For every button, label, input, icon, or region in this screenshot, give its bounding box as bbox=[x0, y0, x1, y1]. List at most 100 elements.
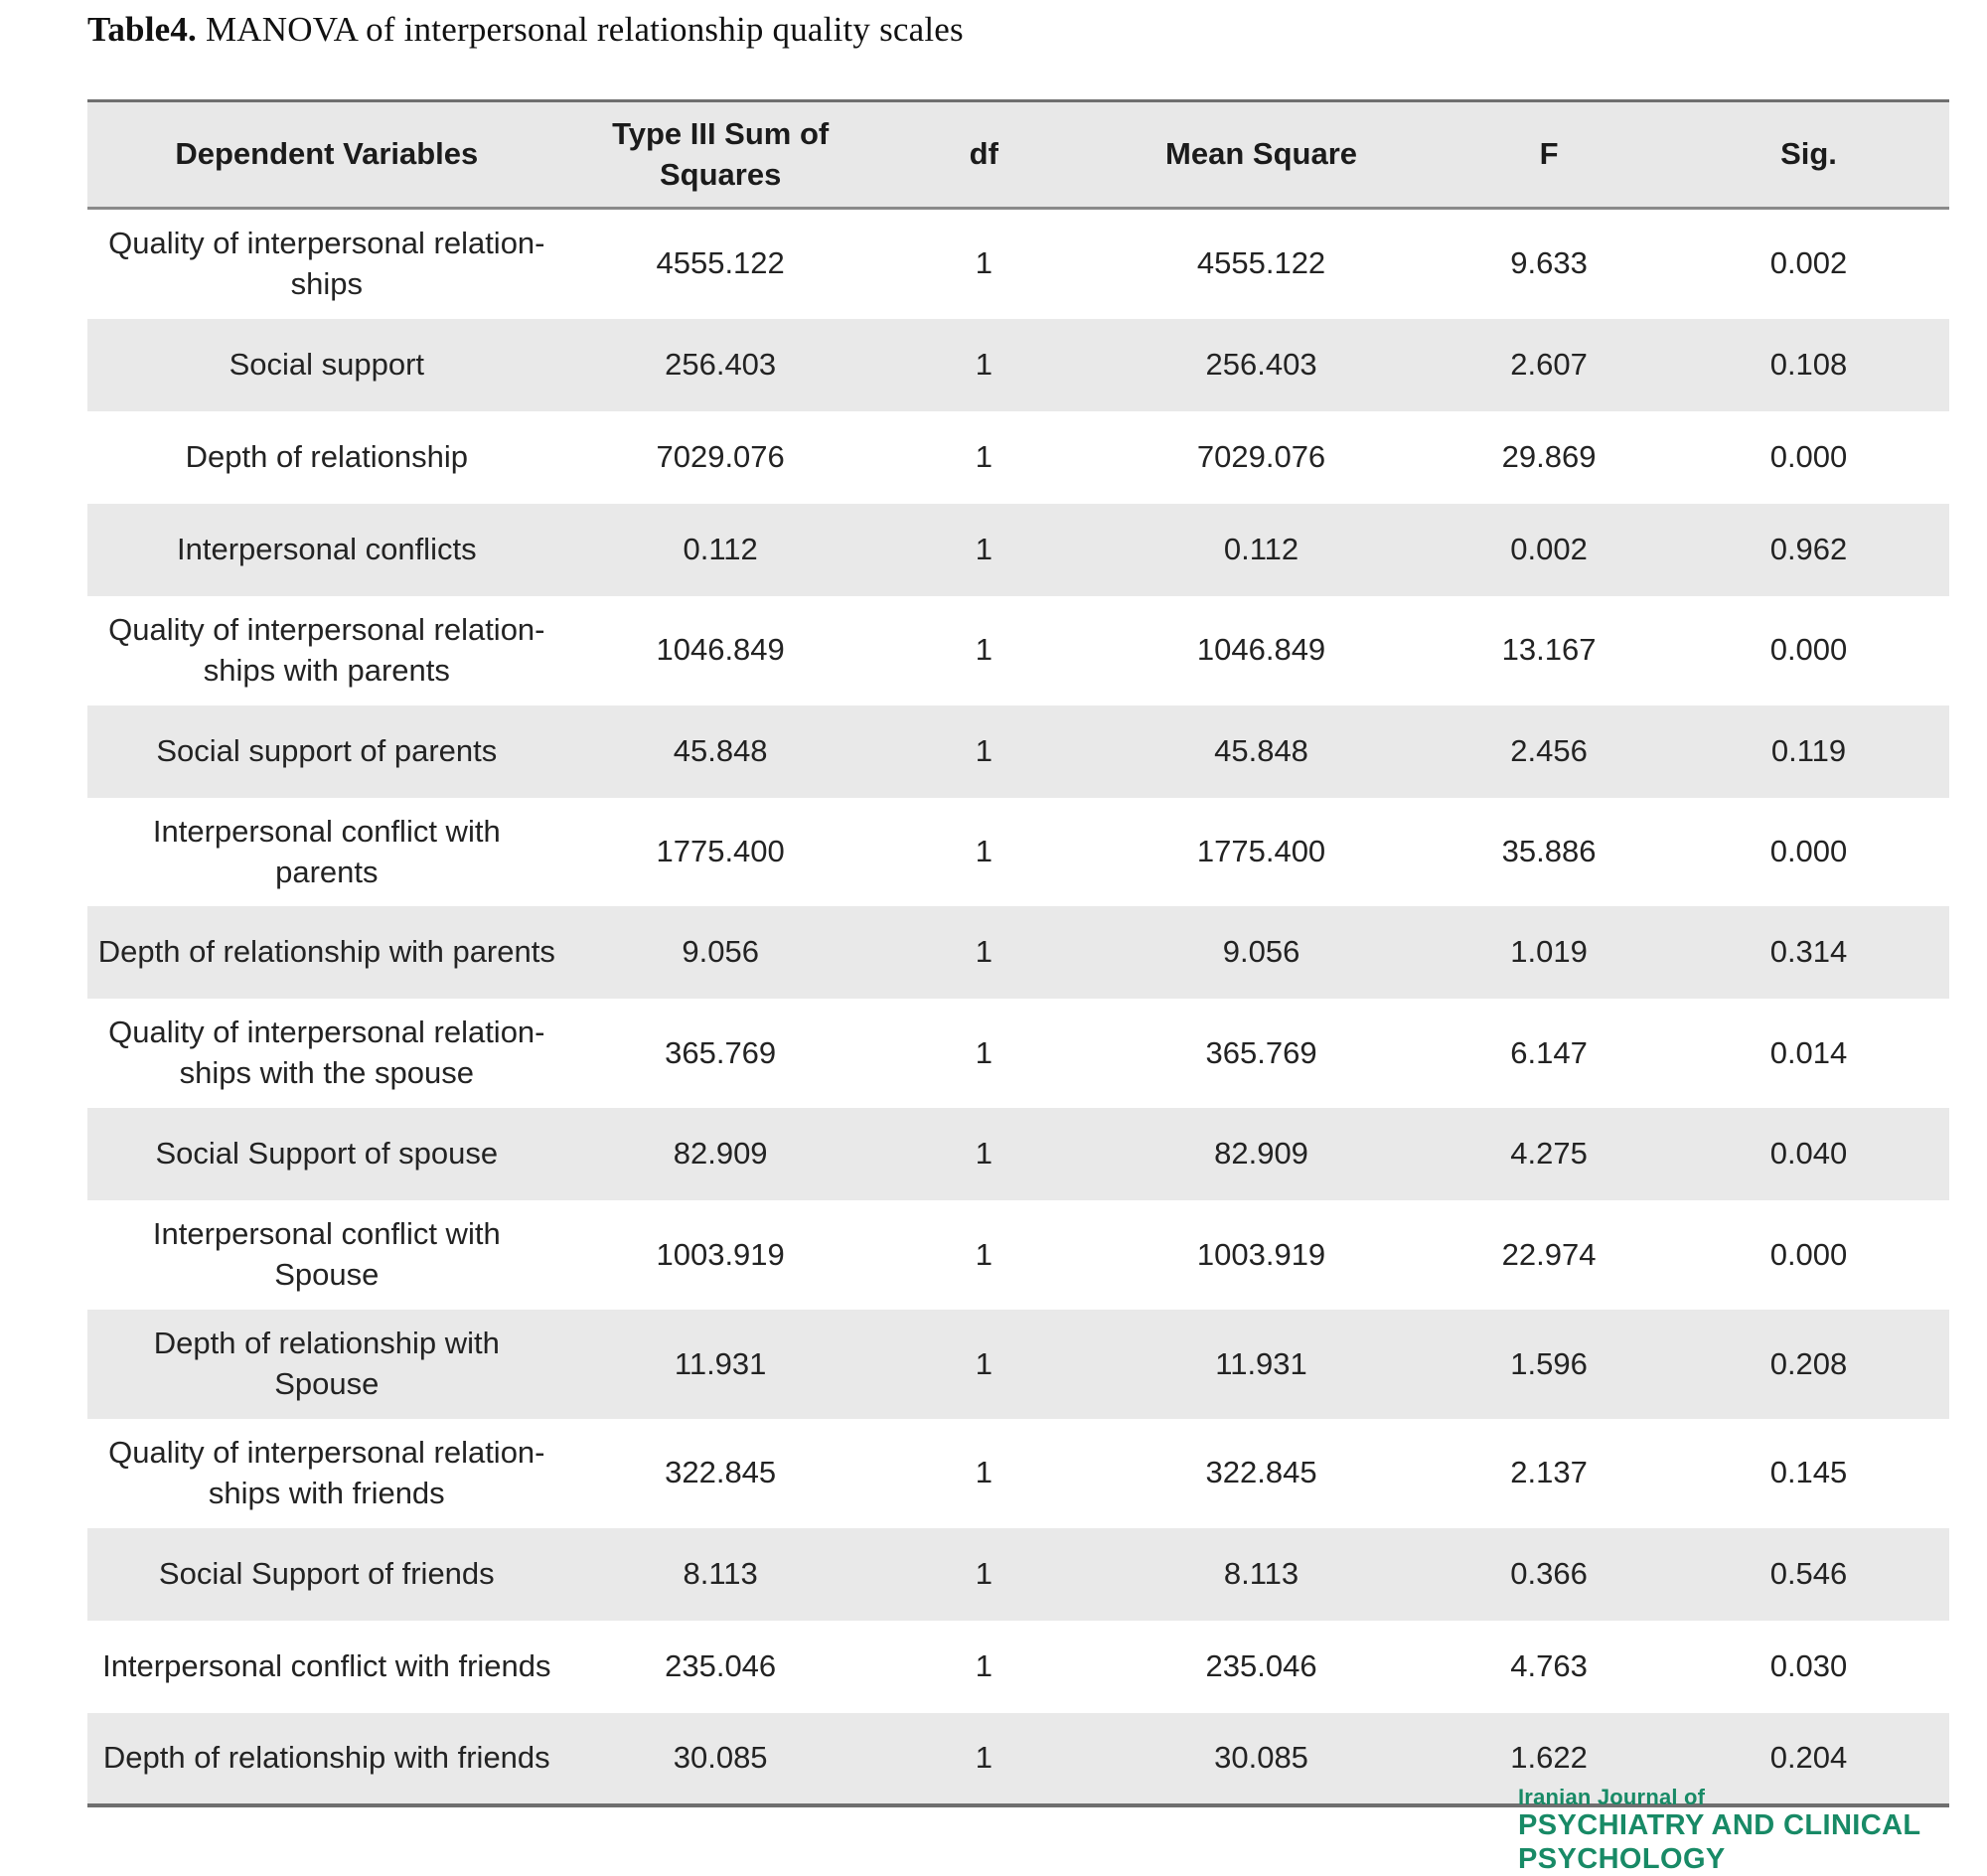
table-row: Interpersonal conflict with parents 1775… bbox=[87, 797, 1949, 907]
table-row: Quality of interpersonal relation- ships… bbox=[87, 208, 1949, 319]
cell-f: 2.607 bbox=[1510, 346, 1588, 382]
col-header-mean-square: Mean Square bbox=[1092, 100, 1431, 210]
table-row: Quality of interpersonal relation- ships… bbox=[87, 999, 1949, 1109]
cell-sig: 0.000 bbox=[1769, 438, 1848, 474]
cell-dependent-variable: Interpersonal conflict with friends bbox=[102, 1647, 551, 1683]
table-caption-number: Table4. bbox=[87, 10, 198, 49]
table-caption: Table4. MANOVA of interpersonal relation… bbox=[87, 10, 964, 50]
cell-mean-square: 8.113 bbox=[1223, 1555, 1299, 1591]
cell-df: 1 bbox=[975, 1455, 993, 1490]
table-body: Quality of interpersonal relation- ships… bbox=[87, 208, 1949, 1805]
cell-df: 1 bbox=[975, 1647, 993, 1683]
cell-sig: 0.108 bbox=[1769, 346, 1848, 382]
cell-sum-of-squares: 1046.849 bbox=[656, 632, 785, 668]
cell-mean-square: 256.403 bbox=[1205, 346, 1317, 382]
cell-mean-square: 1046.849 bbox=[1196, 632, 1326, 668]
cell-dependent-variable: Interpersonal conflict with parents bbox=[152, 813, 501, 889]
table-row: Depth of relationship with parents 9.056… bbox=[87, 906, 1949, 1000]
cell-dependent-variable: Depth of relationship with friends bbox=[102, 1739, 550, 1775]
table-caption-text: MANOVA of interpersonal relationship qua… bbox=[197, 10, 964, 49]
cell-mean-square: 4555.122 bbox=[1196, 245, 1326, 281]
cell-mean-square: 235.046 bbox=[1205, 1647, 1317, 1683]
table-row: Depth of relationship 7029.076 1 7029.07… bbox=[87, 410, 1949, 504]
table-row: Social support 256.403 1 256.403 2.607 0… bbox=[87, 318, 1949, 411]
cell-sum-of-squares: 30.085 bbox=[673, 1739, 768, 1775]
table-row: Interpersonal conflict with Spouse 1003.… bbox=[87, 1200, 1949, 1311]
cell-f: 1.019 bbox=[1510, 934, 1588, 970]
journal-name-line2: PSYCHIATRY AND CLINICAL PSYCHOLOGY bbox=[1518, 1809, 1921, 1875]
cell-sig: 0.145 bbox=[1769, 1455, 1848, 1490]
cell-dependent-variable: Interpersonal conflicts bbox=[177, 531, 477, 566]
manova-table: Dependent Variables Type III Sum of Squa… bbox=[87, 99, 1949, 1807]
col-header-dependent-variables: Dependent Variables bbox=[87, 100, 566, 210]
cell-dependent-variable: Interpersonal conflict with Spouse bbox=[152, 1216, 501, 1293]
table-row: Social support of parents 45.848 1 45.84… bbox=[87, 704, 1949, 798]
cell-f: 2.137 bbox=[1510, 1455, 1588, 1490]
cell-mean-square: 1003.919 bbox=[1196, 1236, 1326, 1272]
cell-df: 1 bbox=[975, 1236, 993, 1272]
cell-dependent-variable: Quality of interpersonal relation- ships… bbox=[108, 1434, 545, 1510]
cell-dependent-variable: Social support of parents bbox=[156, 732, 498, 768]
cell-df: 1 bbox=[975, 632, 993, 668]
cell-mean-square: 322.845 bbox=[1205, 1455, 1317, 1490]
cell-sig: 0.014 bbox=[1769, 1034, 1848, 1070]
cell-mean-square: 7029.076 bbox=[1196, 438, 1326, 474]
table-row: Social Support of spouse 82.909 1 82.909… bbox=[87, 1108, 1949, 1201]
cell-mean-square: 365.769 bbox=[1205, 1034, 1317, 1070]
cell-df: 1 bbox=[975, 934, 993, 970]
cell-sum-of-squares: 1003.919 bbox=[656, 1236, 785, 1272]
cell-df: 1 bbox=[975, 245, 993, 281]
cell-f: 2.456 bbox=[1510, 732, 1588, 768]
cell-df: 1 bbox=[975, 1034, 993, 1070]
cell-sum-of-squares: 82.909 bbox=[673, 1136, 768, 1172]
cell-mean-square: 30.085 bbox=[1214, 1739, 1308, 1775]
table-header: Dependent Variables Type III Sum of Squa… bbox=[87, 100, 1949, 210]
cell-sig: 0.962 bbox=[1769, 531, 1848, 566]
cell-sum-of-squares: 8.113 bbox=[683, 1555, 758, 1591]
journal-name-line1: Iranian Journal of bbox=[1518, 1785, 1706, 1809]
col-header-sig: Sig. bbox=[1667, 100, 1949, 210]
cell-dependent-variable: Quality of interpersonal relation- ships… bbox=[108, 1015, 545, 1091]
cell-sum-of-squares: 11.931 bbox=[674, 1345, 767, 1381]
cell-dependent-variable: Depth of relationship bbox=[185, 438, 468, 474]
cell-sum-of-squares: 256.403 bbox=[665, 346, 777, 382]
table-row: Quality of interpersonal relation- ships… bbox=[87, 1418, 1949, 1528]
cell-mean-square: 82.909 bbox=[1214, 1136, 1308, 1172]
cell-sum-of-squares: 7029.076 bbox=[656, 438, 785, 474]
cell-f: 35.886 bbox=[1501, 834, 1597, 869]
cell-sig: 0.546 bbox=[1769, 1555, 1848, 1591]
cell-sig: 0.208 bbox=[1769, 1345, 1848, 1381]
cell-f: 0.002 bbox=[1510, 531, 1588, 566]
cell-dependent-variable: Social Support of friends bbox=[158, 1555, 495, 1591]
table-row: Depth of relationship with Spouse 11.931… bbox=[87, 1310, 1949, 1419]
cell-dependent-variable: Depth of relationship with parents bbox=[97, 934, 555, 970]
cell-f: 4.275 bbox=[1510, 1136, 1588, 1172]
cell-dependent-variable: Depth of relationship with Spouse bbox=[153, 1326, 500, 1401]
journal-logo: Iranian Journal of PSYCHIATRY AND CLINIC… bbox=[1518, 1785, 1987, 1876]
cell-sum-of-squares: 1775.400 bbox=[656, 834, 785, 869]
cell-f: 9.633 bbox=[1510, 245, 1588, 281]
cell-mean-square: 45.848 bbox=[1214, 732, 1308, 768]
cell-sig: 0.314 bbox=[1769, 934, 1848, 970]
cell-sig: 0.002 bbox=[1769, 245, 1848, 281]
table-row: Quality of interpersonal relation- ships… bbox=[87, 595, 1949, 705]
cell-dependent-variable: Quality of interpersonal relation- ships bbox=[108, 226, 545, 301]
cell-df: 1 bbox=[975, 1739, 993, 1775]
cell-sig: 0.119 bbox=[1770, 732, 1847, 768]
cell-sum-of-squares: 322.845 bbox=[665, 1455, 777, 1490]
cell-df: 1 bbox=[975, 346, 993, 382]
cell-f: 6.147 bbox=[1510, 1034, 1588, 1070]
cell-dependent-variable: Social Support of spouse bbox=[155, 1136, 499, 1172]
cell-df: 1 bbox=[975, 732, 993, 768]
cell-sig: 0.040 bbox=[1769, 1136, 1848, 1172]
cell-df: 1 bbox=[975, 834, 993, 869]
col-header-f: F bbox=[1430, 100, 1668, 210]
cell-f: 4.763 bbox=[1510, 1647, 1588, 1683]
manova-table-container: Dependent Variables Type III Sum of Squa… bbox=[87, 99, 1949, 1807]
cell-dependent-variable: Quality of interpersonal relation- ships… bbox=[108, 611, 545, 688]
cell-df: 1 bbox=[975, 531, 993, 566]
cell-sig: 0.000 bbox=[1769, 834, 1848, 869]
cell-mean-square: 0.112 bbox=[1223, 531, 1299, 566]
cell-df: 1 bbox=[975, 1136, 993, 1172]
cell-sig: 0.000 bbox=[1769, 632, 1848, 668]
